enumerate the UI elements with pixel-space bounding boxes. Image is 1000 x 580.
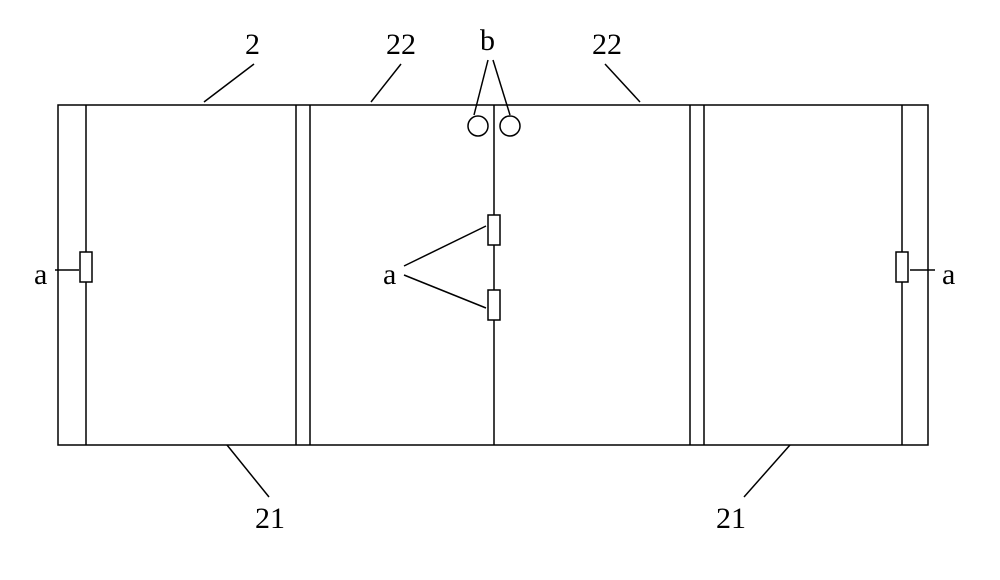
outer-box <box>58 105 928 445</box>
leader-b-left <box>474 60 488 115</box>
rect-a-mid-lower <box>488 290 500 320</box>
leader-a-mid-upper <box>404 226 486 266</box>
label-22-left: 22 <box>386 28 416 62</box>
leader-b-right <box>493 60 510 115</box>
rect-a-left <box>80 252 92 282</box>
label-a-left: a <box>34 258 47 292</box>
leader-2 <box>204 64 254 102</box>
diagram-svg <box>0 0 1000 580</box>
circle-b-right <box>500 116 520 136</box>
label-a-right: a <box>942 258 955 292</box>
leader-a-mid-lower <box>404 275 486 308</box>
leader-21b <box>744 445 790 497</box>
label-2: 2 <box>245 28 260 62</box>
circle-b-left <box>468 116 488 136</box>
label-21-left: 21 <box>255 502 285 536</box>
label-22-right: 22 <box>592 28 622 62</box>
rect-a-mid-upper <box>488 215 500 245</box>
engineering-diagram: 2 22 b 22 a a a 21 21 <box>0 0 1000 580</box>
leader-22b <box>605 64 640 102</box>
label-b: b <box>480 24 495 58</box>
label-a-mid: a <box>383 258 396 292</box>
rect-a-right <box>896 252 908 282</box>
leader-21a <box>227 445 269 497</box>
label-21-right: 21 <box>716 502 746 536</box>
leader-22a <box>371 64 401 102</box>
